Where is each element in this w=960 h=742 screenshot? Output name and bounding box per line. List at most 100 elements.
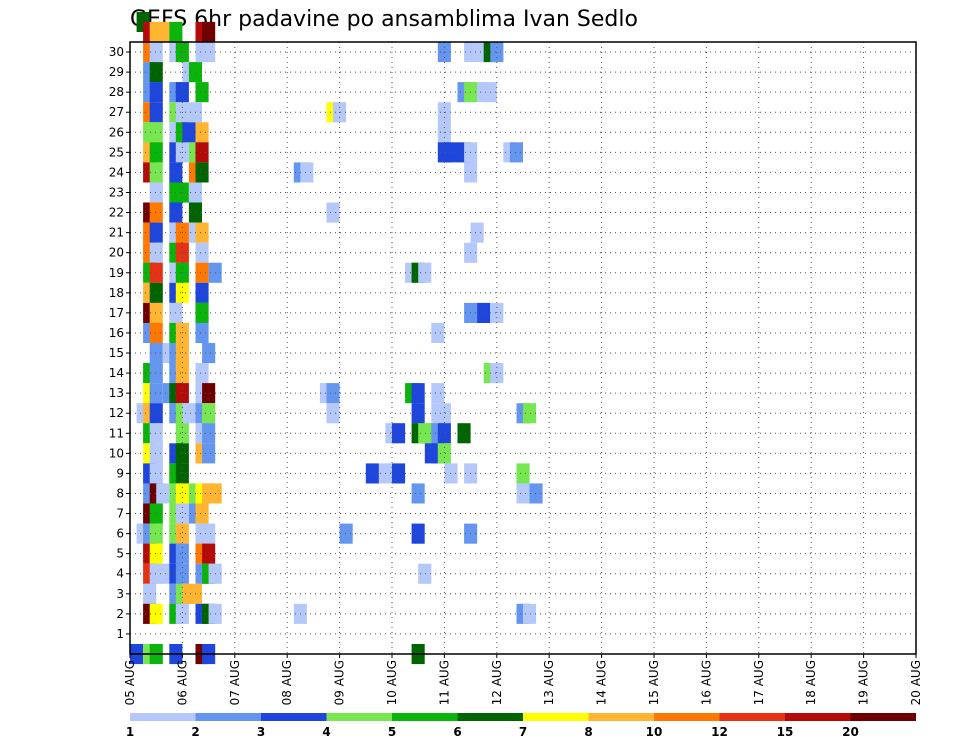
x-tick-label: 12 AUG xyxy=(490,660,504,705)
x-tick-label: 09 AUG xyxy=(333,660,347,705)
heatmap-cell xyxy=(339,523,353,544)
legend-label: 8 xyxy=(584,725,592,739)
heatmap-cell xyxy=(509,142,523,163)
heatmap-cell xyxy=(149,122,163,143)
heatmap-cell xyxy=(437,443,451,464)
x-tick-label: 16 AUG xyxy=(699,660,713,705)
legend-label: 5 xyxy=(388,725,396,739)
heatmap-cell xyxy=(477,302,491,323)
grid-lines xyxy=(130,42,917,654)
heatmap-cell xyxy=(175,423,189,444)
y-tick-label: 18 xyxy=(109,286,124,300)
y-tick-label: 9 xyxy=(116,466,124,480)
y-tick-label: 30 xyxy=(109,45,124,59)
heatmap-cell xyxy=(149,302,163,323)
heatmap-cell xyxy=(202,383,216,404)
x-axis-ticks: 05 AUG 06 AUG 07 AUG 08 AUG 09 AUG 10 AUG 11 A… xyxy=(123,654,923,705)
legend-label: 4 xyxy=(322,725,330,739)
legend-swatch xyxy=(457,713,523,721)
heatmap-cell xyxy=(156,21,170,42)
heatmap-cell xyxy=(326,202,340,223)
legend-label: 10 xyxy=(646,725,663,739)
heatmap-cell xyxy=(202,443,216,464)
x-tick-label: 05 AUG xyxy=(123,660,137,705)
heatmap-cell xyxy=(169,21,183,42)
legend-label: 2 xyxy=(191,725,199,739)
heatmap-cell xyxy=(175,363,189,384)
y-tick-label: 27 xyxy=(109,105,124,119)
heatmap-cell xyxy=(149,42,163,63)
heatmap-cell xyxy=(195,222,209,243)
heatmap-cell xyxy=(195,262,209,283)
y-tick-label: 17 xyxy=(109,306,124,320)
legend-swatch xyxy=(588,713,654,721)
heatmap-cell xyxy=(149,343,163,364)
x-tick-label: 18 AUG xyxy=(804,660,818,705)
heatmap-cell xyxy=(411,483,425,504)
y-tick-label: 10 xyxy=(109,446,124,460)
legend-swatch xyxy=(392,713,458,721)
y-tick-label: 14 xyxy=(109,366,124,380)
heatmap-cell xyxy=(175,503,189,524)
heatmap-cell xyxy=(523,603,537,624)
y-tick-label: 3 xyxy=(116,587,124,601)
legend-swatch xyxy=(195,713,261,721)
heatmap-cell xyxy=(156,483,170,504)
y-axis-ticks: 1234567891011121314151617181920212223242… xyxy=(109,45,130,641)
heatmap-cell xyxy=(175,543,189,564)
heatmap-cell xyxy=(195,282,209,303)
heatmap-cell xyxy=(195,302,209,323)
heatmap-cell xyxy=(149,62,163,83)
y-tick-label: 2 xyxy=(116,607,124,621)
y-tick-label: 16 xyxy=(109,326,124,340)
legend-label: 20 xyxy=(842,725,859,739)
y-tick-label: 15 xyxy=(109,346,124,360)
y-tick-label: 25 xyxy=(109,145,124,159)
legend-swatch xyxy=(850,713,916,721)
y-tick-label: 8 xyxy=(116,486,124,500)
heatmap-cell xyxy=(516,463,530,484)
y-tick-label: 23 xyxy=(109,185,124,199)
heatmap-cell xyxy=(175,483,189,504)
heatmap-cell xyxy=(149,262,163,283)
heatmap-cell xyxy=(195,242,209,263)
heatmap-cell xyxy=(149,142,163,163)
y-tick-label: 13 xyxy=(109,386,124,400)
heatmap-cell xyxy=(149,82,163,103)
heatmap-cell xyxy=(202,403,216,424)
heatmap-cell xyxy=(529,483,543,504)
heatmap-cell xyxy=(149,242,163,263)
x-tick-label: 13 AUG xyxy=(542,660,556,705)
x-tick-label: 20 AUG xyxy=(909,660,923,705)
legend-label: 15 xyxy=(777,725,794,739)
heatmap-cell xyxy=(202,42,216,63)
heatmap-cells xyxy=(130,11,543,665)
heatmap-cell xyxy=(437,403,451,424)
y-tick-label: 5 xyxy=(116,547,124,561)
heatmap-cell xyxy=(175,443,189,464)
heatmap-cell xyxy=(149,383,163,404)
heatmap-cell xyxy=(149,322,163,343)
legend-swatch xyxy=(523,713,589,721)
x-tick-label: 14 AUG xyxy=(595,660,609,705)
legend-label: 1 xyxy=(126,725,134,739)
heatmap-cell xyxy=(149,102,163,123)
heatmap-cell xyxy=(202,21,216,42)
x-tick-label: 19 AUG xyxy=(857,660,871,705)
heatmap-cell xyxy=(523,403,537,424)
heatmap-cell xyxy=(175,563,189,584)
x-tick-label: 08 AUG xyxy=(280,660,294,705)
heatmap-cell xyxy=(195,162,209,183)
y-tick-label: 4 xyxy=(116,567,124,581)
heatmap-cell xyxy=(149,543,163,564)
heatmap-cell xyxy=(149,503,163,524)
x-tick-label: 06 AUG xyxy=(175,660,189,705)
heatmap-cell xyxy=(195,82,209,103)
heatmap-cell xyxy=(457,423,471,444)
legend-swatch xyxy=(130,713,196,721)
heatmap-cell xyxy=(175,463,189,484)
y-tick-label: 22 xyxy=(109,206,124,220)
legend-swatch xyxy=(261,713,327,721)
x-tick-label: 07 AUG xyxy=(228,660,242,705)
heatmap-cell xyxy=(149,182,163,203)
